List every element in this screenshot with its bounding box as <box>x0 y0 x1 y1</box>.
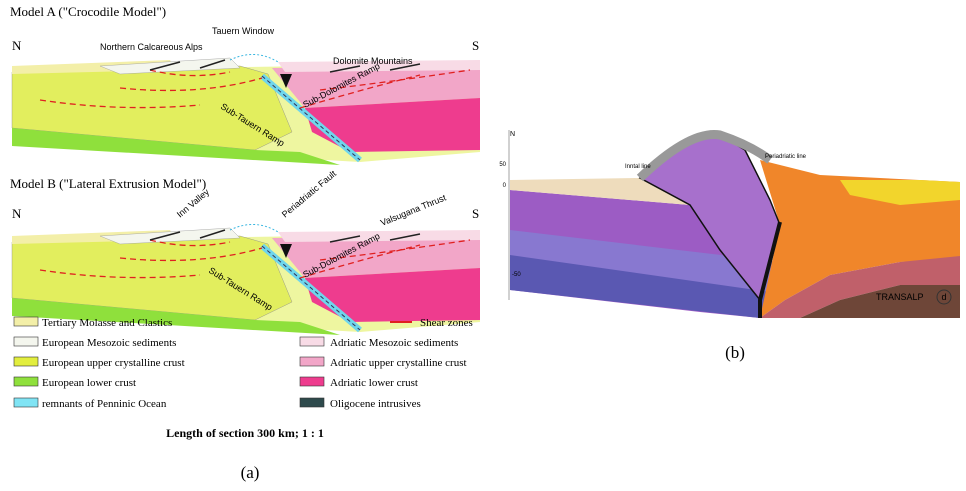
fault-label: Inntal line <box>625 164 651 170</box>
legend-swatch <box>14 357 38 366</box>
legend-swatch <box>14 398 38 407</box>
caption: (a) <box>241 463 260 482</box>
legend-label: Adriatic upper crystalline crust <box>330 357 467 369</box>
depth-label: 50 <box>499 162 506 168</box>
cross-section <box>12 54 480 165</box>
depth-label: 0 <box>503 183 507 189</box>
depth-label: -50 <box>512 272 521 278</box>
legend-swatch <box>14 317 38 326</box>
model-a: Model A ("Crocodile Model") N S Northern… <box>10 4 480 165</box>
section-label: Northern Calcareous Alps <box>100 42 203 52</box>
panel-letter: d <box>941 292 946 302</box>
legend-label: European upper crystalline crust <box>42 357 185 369</box>
fault-label: Periadriatic line <box>765 154 807 160</box>
section-label: Valsugana Thrust <box>379 192 448 228</box>
legend-swatch <box>300 337 324 346</box>
legend: Tertiary Molasse and Clastics European M… <box>14 317 473 410</box>
legend-label: Tertiary Molasse and Clastics <box>42 317 172 329</box>
section-label: Periadriatic Fault <box>280 168 339 219</box>
model-b: Model B ("Lateral Extrusion Model") N S … <box>10 168 480 335</box>
south-label: S <box>472 38 479 53</box>
model-title: Model B ("Lateral Extrusion Model") <box>10 176 206 191</box>
caption: (b) <box>725 343 745 362</box>
scale-note: Length of section 300 km; 1 : 1 <box>166 426 324 440</box>
figure: Model A ("Crocodile Model") N S Northern… <box>0 0 966 491</box>
south-label: S <box>472 206 479 221</box>
legend-swatch <box>300 357 324 366</box>
legend-swatch <box>14 337 38 346</box>
model-title: Model A ("Crocodile Model") <box>10 4 166 19</box>
north-label: N <box>510 131 515 138</box>
legend-label: European Mesozoic sediments <box>42 337 176 349</box>
legend-label: remnants of Penninic Ocean <box>42 398 167 410</box>
north-label: N <box>12 38 22 53</box>
legend-swatch <box>14 377 38 386</box>
legend-swatch <box>300 398 324 407</box>
legend-label: Adriatic lower crust <box>330 377 418 389</box>
legend-label: Adriatic Mesozoic sediments <box>330 337 458 349</box>
north-label: N <box>12 206 22 221</box>
legend-label: Oligocene intrusives <box>330 398 421 410</box>
project-label: TRANSALP <box>876 292 924 302</box>
section-label: Tauern Window <box>212 26 275 36</box>
legend-label: Shear zones <box>420 317 473 329</box>
section-label: Inn Valley <box>175 187 212 220</box>
legend-swatch <box>300 377 324 386</box>
legend-label: European lower crust <box>42 377 136 389</box>
